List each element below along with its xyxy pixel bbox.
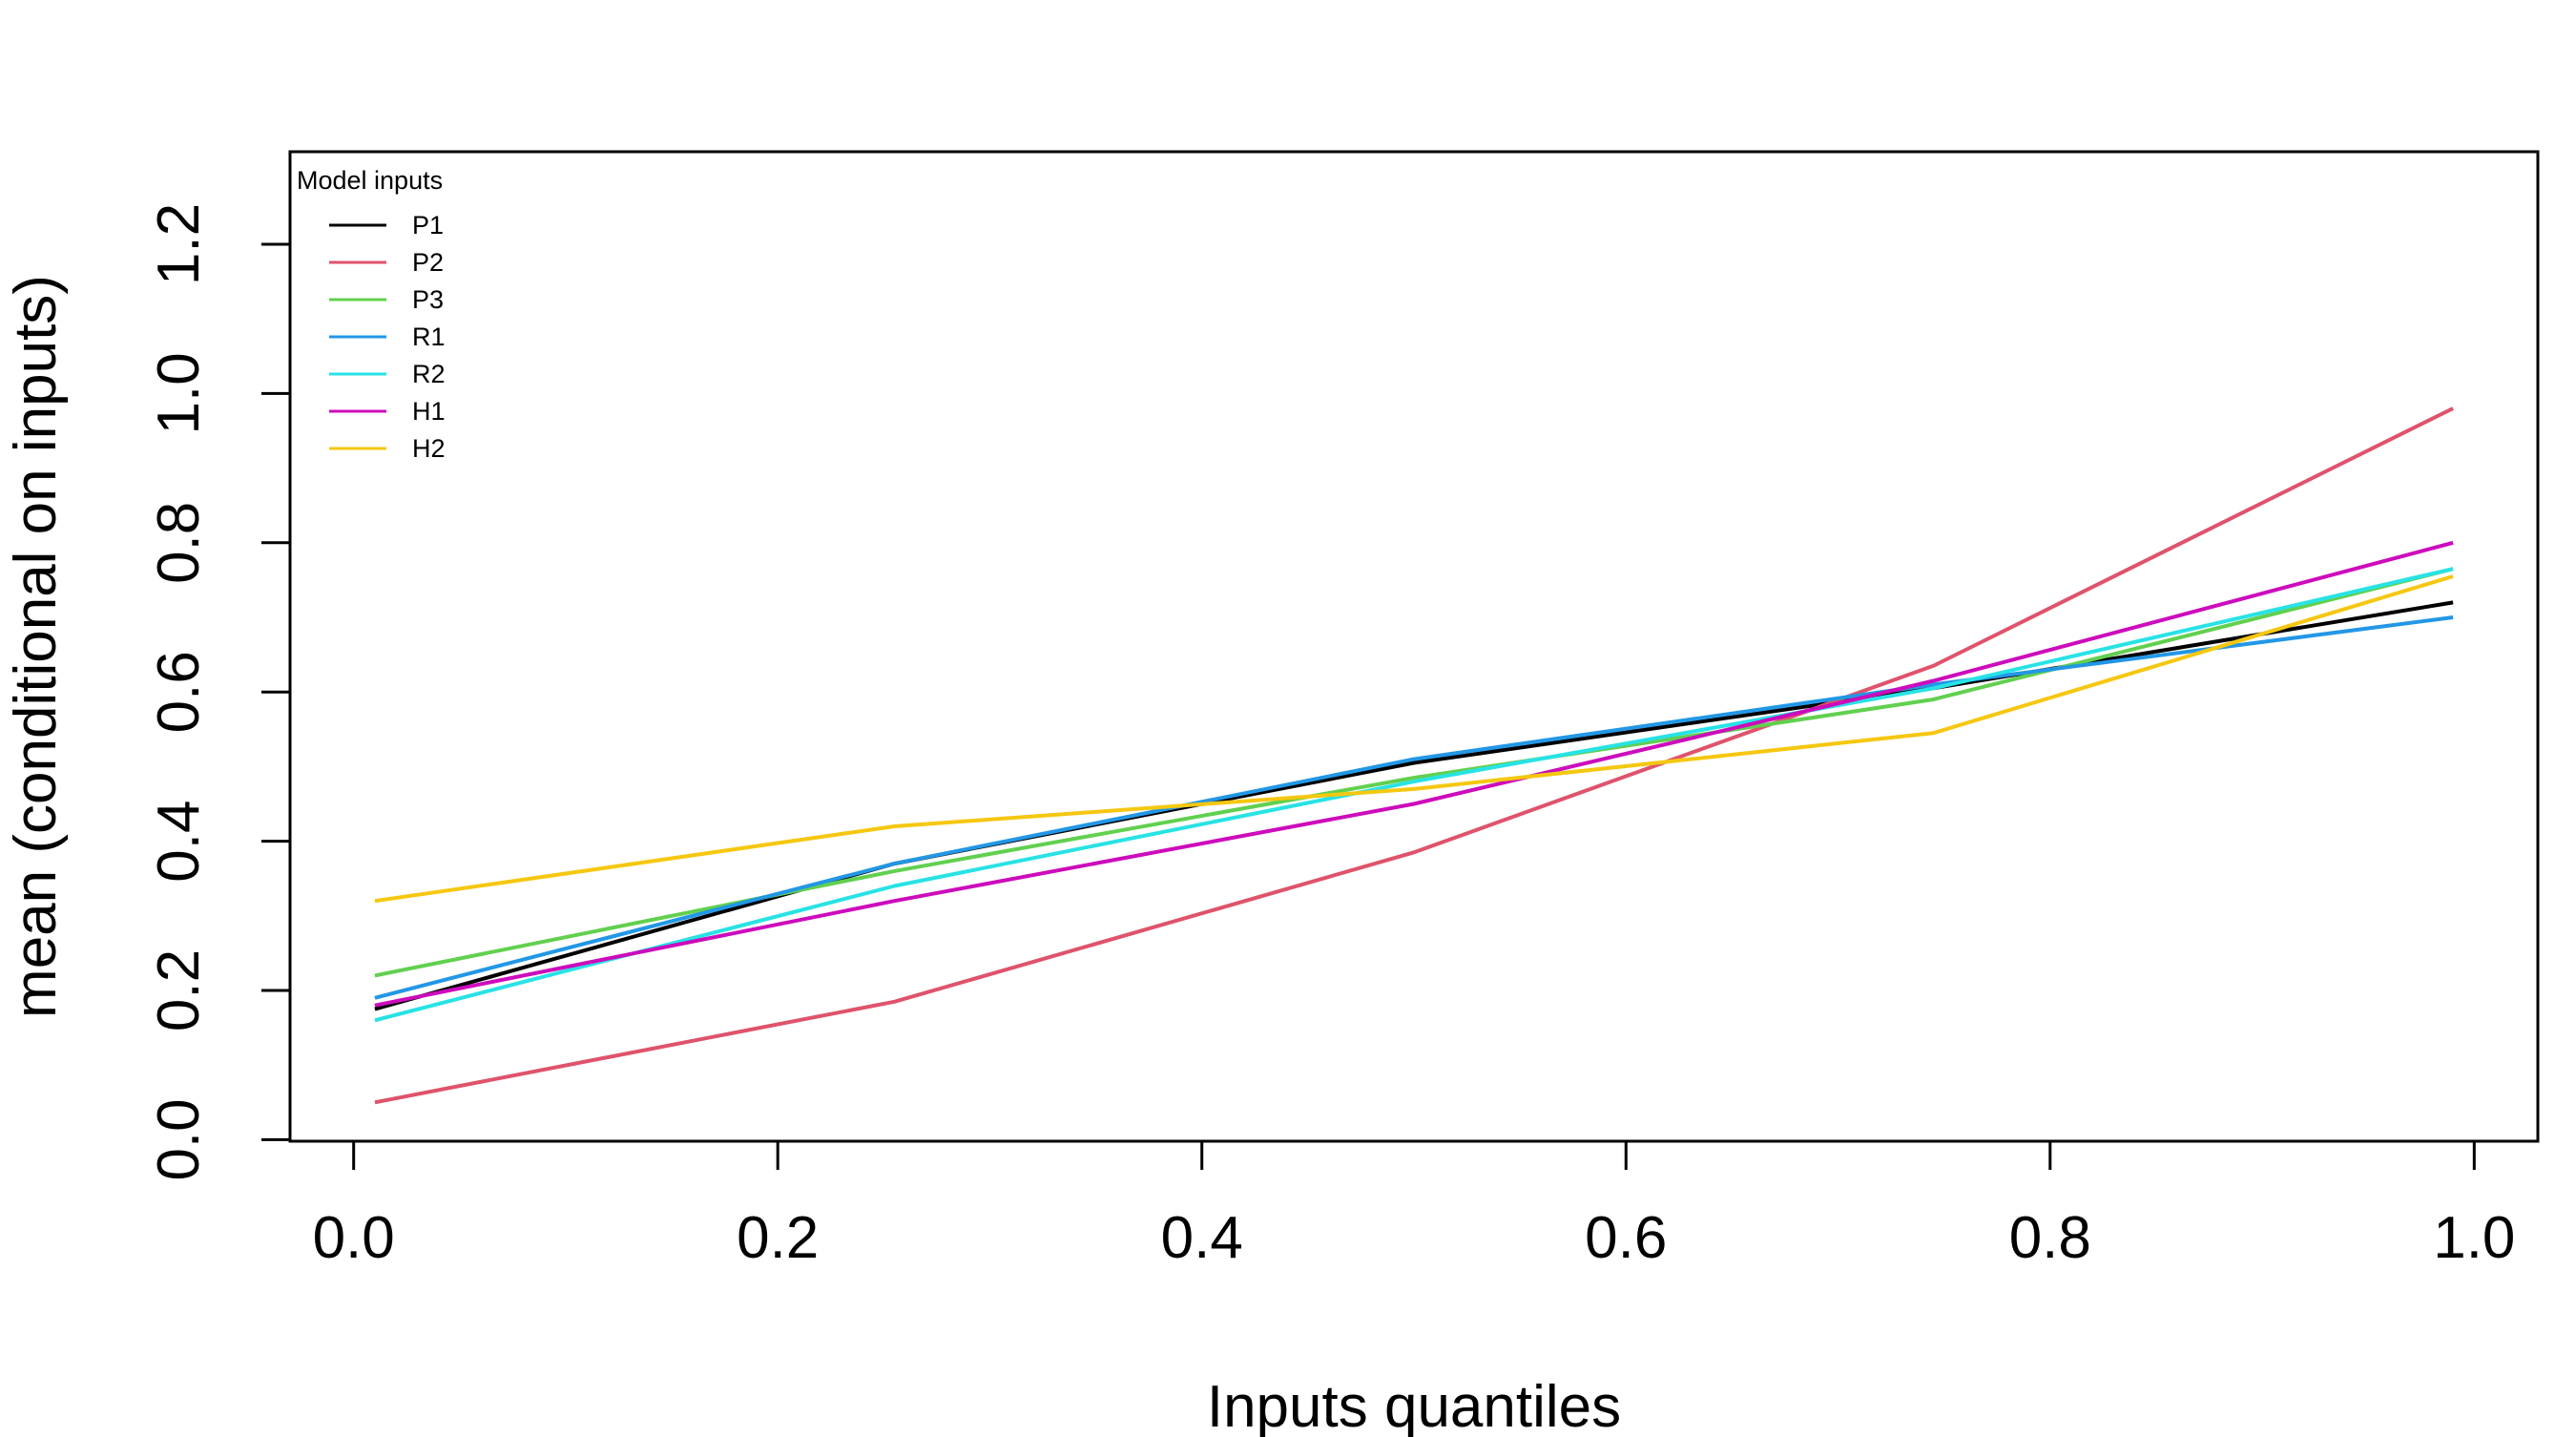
series-line-h2: [374, 574, 2454, 904]
x-axis-title: Inputs quantiles: [1207, 1374, 1621, 1437]
series-line-p3: [374, 567, 2454, 978]
legend-title: Model inputs: [297, 166, 443, 195]
legend-label-p3: P3: [412, 285, 444, 314]
legend-label-r1: R1: [412, 323, 446, 351]
series-line-r1: [374, 615, 2454, 1000]
legend-label-p1: P1: [412, 211, 444, 240]
x-tick-label: 0.4: [1161, 1205, 1243, 1271]
y-tick-label: 0.6: [146, 651, 212, 733]
y-axis: 0.0 0.2 0.4 0.6 0.8 1.0 1.2: [146, 203, 292, 1181]
legend-label-h2: H2: [412, 434, 446, 463]
y-tick-label: 1.0: [146, 352, 212, 434]
legend-items: P1 P2 P3 R1 R2 H1 H2: [329, 211, 446, 463]
x-tick-label: 1.0: [2433, 1205, 2515, 1271]
y-tick-label: 0.8: [146, 502, 212, 584]
x-axis: 0.0 0.2 0.4 0.6 0.8 1.0: [313, 1139, 2515, 1271]
legend-label-h1: H1: [412, 397, 446, 426]
x-tick-label: 0.8: [2009, 1205, 2091, 1271]
y-tick-label: 1.2: [146, 203, 212, 285]
y-tick-label: 0.2: [146, 949, 212, 1031]
legend-label-p2: P2: [412, 248, 444, 277]
legend: Model inputs P1 P2 P3 R1 R2 H1 H2: [297, 166, 446, 463]
x-tick-label: 0.6: [1585, 1205, 1667, 1271]
series-layer: [374, 406, 2454, 1105]
y-axis-title: mean (conditional on inputs): [3, 275, 69, 1018]
legend-label-r2: R2: [412, 360, 446, 388]
y-tick-label: 0.0: [146, 1098, 212, 1180]
series-line-p2: [374, 406, 2454, 1105]
series-line-p1: [374, 600, 2454, 1011]
y-tick-label: 0.4: [146, 801, 212, 883]
x-tick-label: 0.2: [737, 1205, 819, 1271]
x-tick-label: 0.0: [313, 1205, 395, 1271]
series-line-h1: [374, 540, 2454, 1008]
series-line-r2: [374, 567, 2454, 1023]
